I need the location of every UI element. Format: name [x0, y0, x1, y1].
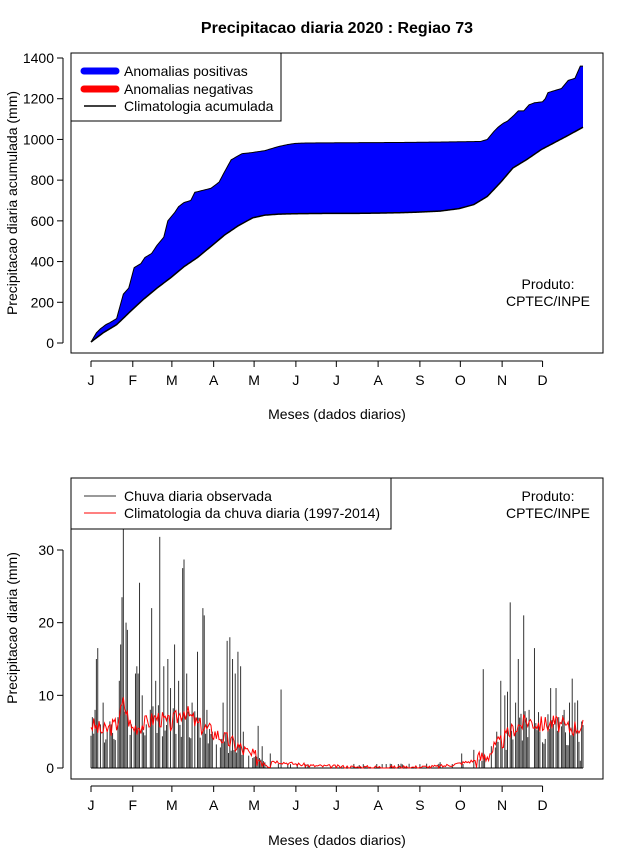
anomaly-area [90, 65, 584, 343]
x-tick-label: O [455, 797, 466, 813]
x-tick-label: O [455, 372, 466, 388]
product-label: Produto: [522, 276, 575, 292]
y-tick-label: 1000 [23, 131, 54, 147]
y-tick-label: 0 [46, 760, 54, 776]
chart-title: Precipitacao diaria 2020 : Regiao 73 [201, 20, 473, 37]
x-tick-label: D [537, 372, 547, 388]
legend-label-negative: Anomalias negativas [124, 81, 253, 97]
legend-label-climatology: Climatologia acumulada [124, 98, 274, 114]
y-axis-label: Precipitacao diaria acumulada (mm) [4, 91, 20, 315]
x-tick-label: S [415, 372, 424, 388]
legend-box [70, 477, 392, 530]
x-tick-label: A [373, 797, 383, 813]
y-tick-label: 30 [38, 542, 54, 558]
x-tick-label: M [248, 797, 260, 813]
y-tick-label: 800 [31, 172, 55, 188]
x-tick-label: A [209, 797, 219, 813]
y-tick-label: 1200 [23, 91, 54, 107]
x-tick-label: J [292, 797, 299, 813]
y-axis-label: Precipitacao diaria (mm) [4, 552, 20, 704]
legend-label-observed: Chuva diaria observada [124, 488, 272, 504]
plot-frame [70, 52, 604, 354]
y-axis: 0 200 400 600 800 1000 1200 1400 [23, 50, 64, 351]
legend-label-positive: Anomalias positivas [124, 63, 248, 79]
x-tick-label: J [333, 372, 340, 388]
x-tick-label: J [88, 372, 95, 388]
x-tick-label: J [292, 372, 299, 388]
y-tick-label: 20 [38, 615, 54, 631]
x-tick-label: M [248, 372, 260, 388]
x-tick-label: M [166, 372, 178, 388]
climatology-accumulated-line [90, 126, 584, 343]
observed-accumulated-outline [90, 65, 583, 343]
x-tick-label: S [415, 797, 424, 813]
y-tick-label: 400 [31, 254, 55, 270]
y-tick-label: 0 [46, 335, 54, 351]
legend: Anomalias positivas Anomalias negativas … [70, 52, 282, 122]
x-tick-label: M [166, 797, 178, 813]
y-tick-label: 200 [31, 294, 55, 310]
x-axis-label: Meses (dados diarios) [268, 832, 406, 848]
y-axis: 0 10 20 30 [38, 542, 64, 776]
x-tick-label: N [497, 372, 507, 388]
x-axis-label: Meses (dados diarios) [268, 406, 406, 422]
x-tick-label: N [497, 797, 507, 813]
x-tick-label: D [537, 797, 547, 813]
x-tick-label: J [88, 797, 95, 813]
y-tick-label: 10 [38, 687, 54, 703]
climatology-line [90, 697, 584, 769]
observed-bars [90, 528, 584, 769]
daily-precipitation-chart: 0 10 20 30 J F M A M J J A S O N D Meses (dados diario… [4, 477, 604, 848]
climatology-daily-line [90, 697, 584, 769]
legend: Chuva diaria observada Climatologia da c… [70, 477, 392, 530]
positive-anomaly-area [91, 66, 583, 342]
x-tick-label: A [373, 372, 383, 388]
x-tick-label: J [333, 797, 340, 813]
product-source: CPTEC/INPE [506, 293, 590, 309]
x-tick-label: F [129, 797, 138, 813]
x-tick-label: A [209, 372, 219, 388]
cumulative-precipitation-chart: 0 200 400 600 800 1000 1200 1400 J F M A M J J A S O N D M… [4, 50, 604, 422]
y-tick-label: 600 [31, 213, 55, 229]
product-source: CPTEC/INPE [506, 505, 590, 521]
x-tick-label: F [129, 372, 138, 388]
y-tick-label: 1400 [23, 50, 54, 66]
legend-label-climatology: Climatologia da chuva diaria (1997-2014) [124, 505, 380, 521]
product-label: Produto: [522, 488, 575, 504]
